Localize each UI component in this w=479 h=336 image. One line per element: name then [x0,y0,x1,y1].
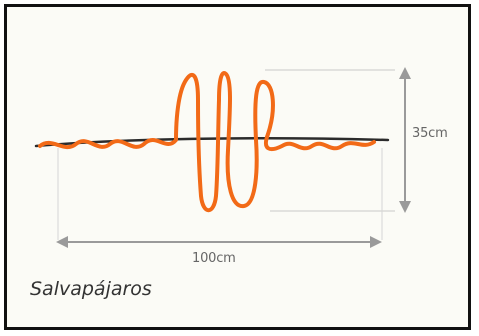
diagram-caption: Salvapájaros [30,278,152,300]
width-arrow-right [370,236,382,248]
height-arrow-top [399,67,411,79]
width-label: 100cm [192,251,236,266]
height-label: 35cm [412,126,448,141]
spiral-bird-diverter [38,71,376,213]
conductor-wire [34,136,390,148]
height-arrow-bottom [399,201,411,213]
width-arrow-left [56,236,68,248]
diagram-frame [4,4,471,330]
